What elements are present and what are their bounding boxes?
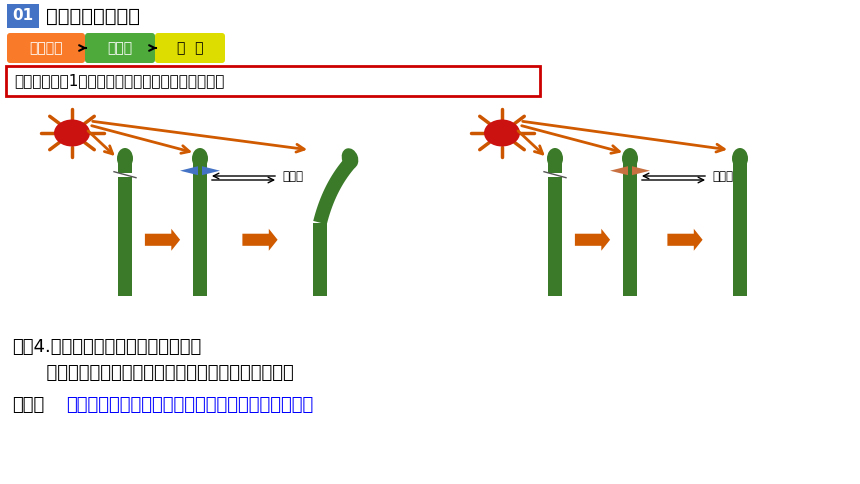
Text: 生活现象: 生活现象 <box>29 41 63 55</box>
Text: 詹  森: 詹 森 <box>177 41 203 55</box>
Bar <box>117 173 133 177</box>
Ellipse shape <box>484 120 520 147</box>
Bar <box>623 163 637 296</box>
Text: 01: 01 <box>12 9 34 24</box>
Ellipse shape <box>732 148 748 169</box>
Ellipse shape <box>547 148 563 169</box>
Bar <box>193 163 207 296</box>
Polygon shape <box>202 166 220 175</box>
Text: 结论：: 结论： <box>12 396 44 414</box>
Ellipse shape <box>54 120 90 147</box>
Text: 生长素的发现过程: 生长素的发现过程 <box>46 6 140 26</box>
Ellipse shape <box>117 148 133 169</box>
Polygon shape <box>313 158 355 225</box>
Polygon shape <box>574 229 610 251</box>
Ellipse shape <box>341 148 359 169</box>
Bar <box>313 223 327 296</box>
Text: 思考4.为什么要插入琼脂片和云母片？: 思考4.为什么要插入琼脂片和云母片？ <box>12 338 201 356</box>
Bar <box>118 163 132 296</box>
FancyBboxPatch shape <box>7 33 85 63</box>
FancyBboxPatch shape <box>155 33 225 63</box>
FancyBboxPatch shape <box>7 4 39 28</box>
Text: 达尔文的推测1：尖端产生了某种影响，传到下部。: 达尔文的推测1：尖端产生了某种影响，传到下部。 <box>14 74 224 89</box>
Polygon shape <box>144 229 180 251</box>
FancyBboxPatch shape <box>85 33 155 63</box>
Text: 有化学物质可以穿过琼脂片，而使胚芽鞘下部弯曲。: 有化学物质可以穿过琼脂片，而使胚芽鞘下部弯曲。 <box>12 364 294 382</box>
Bar <box>547 173 563 177</box>
Bar <box>733 163 747 296</box>
Text: 达尔文: 达尔文 <box>108 41 132 55</box>
Text: 云母片: 云母片 <box>712 169 733 182</box>
Text: 胚芽鞘顶尖产生的影响可以透过琼脂片传递给下部。: 胚芽鞘顶尖产生的影响可以透过琼脂片传递给下部。 <box>66 396 313 414</box>
Text: 琼脂片: 琼脂片 <box>282 169 303 182</box>
Polygon shape <box>610 166 628 175</box>
Ellipse shape <box>192 148 208 169</box>
Polygon shape <box>632 166 650 175</box>
Polygon shape <box>180 166 198 175</box>
Polygon shape <box>243 229 278 251</box>
Polygon shape <box>667 229 703 251</box>
Ellipse shape <box>622 148 638 169</box>
FancyBboxPatch shape <box>6 66 540 96</box>
Bar <box>548 163 562 296</box>
